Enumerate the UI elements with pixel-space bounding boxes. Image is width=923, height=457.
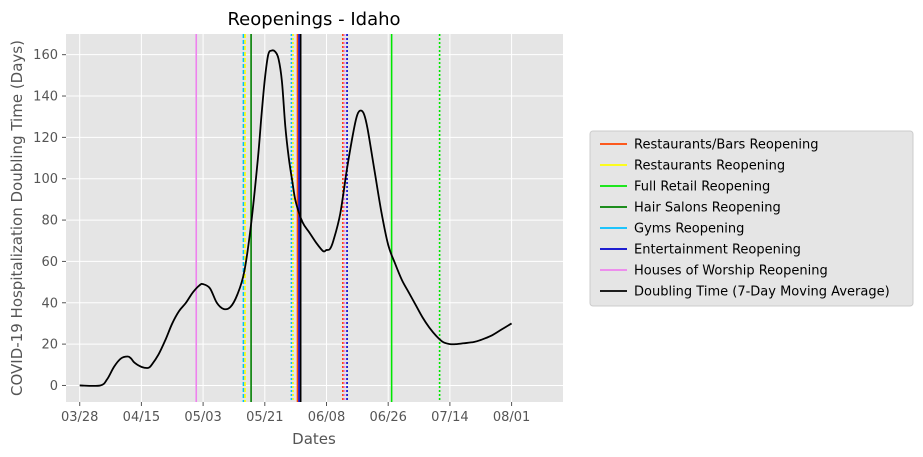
legend-label: Hair Salons Reopening (634, 201, 781, 216)
legend-label: Full Retail Reopening (634, 180, 770, 195)
reopening-lines (195, 34, 441, 402)
y-tick-label: 160 (33, 48, 58, 63)
legend-label: Restaurants/Bars Reopening (634, 138, 818, 153)
legend-label: Houses of Worship Reopening (634, 264, 828, 279)
y-axis-label: COVID-19 Hospitalization Doubling Time (… (8, 40, 26, 396)
legend: Restaurants/Bars Reopening Restaurants Re… (589, 130, 914, 307)
y-tick-label: 0 (50, 379, 58, 394)
y-tick-label: 60 (41, 255, 58, 270)
x-tick-label: 05/21 (246, 410, 283, 425)
legend-label: Restaurants Reopening (634, 159, 785, 174)
grid (66, 34, 563, 402)
x-axis-ticks: 03/28 04/15 05/03 05/21 06/08 06/26 07/14 08/01 (61, 402, 530, 425)
legend-label: Entertainment Reopening (634, 243, 801, 258)
x-tick-label: 04/15 (123, 410, 160, 425)
y-axis-ticks: 0 20 40 60 80 100 120 140 160 (33, 48, 66, 394)
series-layer (79, 49, 513, 387)
y-tick-label: 140 (33, 90, 58, 105)
y-tick-label: 40 (41, 296, 58, 311)
x-axis-label: Dates (292, 430, 336, 448)
y-tick-label: 120 (33, 131, 58, 146)
x-tick-label: 08/01 (493, 410, 530, 425)
chart-title: Reopenings - Idaho (227, 9, 400, 30)
x-tick-label: 06/08 (308, 410, 345, 425)
y-tick-label: 80 (41, 214, 58, 229)
plot-background (66, 34, 563, 402)
doubling-time-series (79, 49, 513, 387)
legend-frame (589, 130, 914, 307)
legend-label: Doubling Time (7-Day Moving Average) (634, 285, 890, 300)
y-tick-label: 100 (33, 172, 58, 187)
x-tick-label: 07/14 (431, 410, 468, 425)
x-tick-label: 06/26 (369, 410, 406, 425)
x-tick-label: 03/28 (61, 410, 98, 425)
x-tick-label: 05/03 (184, 410, 221, 425)
legend-label: Gyms Reopening (634, 222, 744, 237)
y-tick-label: 20 (41, 338, 58, 353)
